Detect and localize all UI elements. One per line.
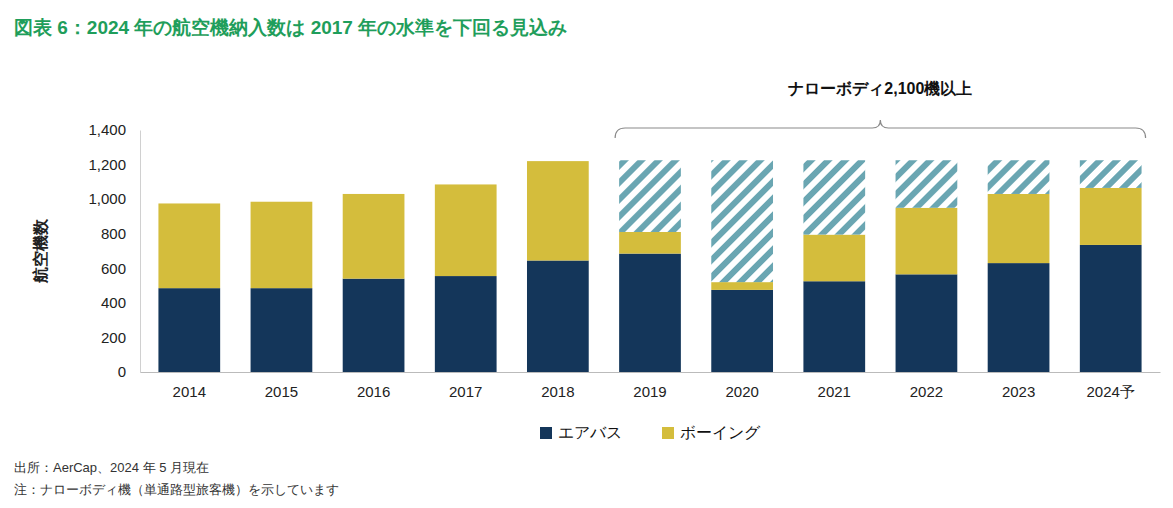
y-tick-label: 1,400 [88,121,126,138]
bar-segment [896,160,958,208]
y-axis-title: 航空機数 [32,218,49,284]
bar-segment [619,160,681,232]
legend: エアバス ボーイング [540,424,761,441]
bar-segment [1080,160,1142,188]
bar-segment [1080,188,1142,245]
x-axis: 2014 2015 2016 2017 2018 2019 2020 2021 2022 2023… [141,373,1161,400]
bar-segment [1080,245,1142,372]
x-tick-label: 2023 [1002,383,1035,400]
bar-segment [251,202,313,288]
x-tick-label: 2024予 [1087,383,1135,400]
y-axis-line [140,131,141,373]
x-tick: 2015 [265,383,298,400]
y-tick-label: 600 [101,260,126,277]
x-tick: 2021 [818,383,851,400]
y-tick: 0 [118,363,140,380]
note: 注：ナローボディ機（単通路型旅客機）を示しています [14,482,339,497]
legend-item: ボーイング [662,424,761,441]
x-tick: 2019 [633,383,666,400]
x-tick-label: 2014 [173,383,206,400]
legend-swatch [662,427,674,439]
x-tick: 2024予 [1087,383,1135,400]
x-tick-label: 2019 [633,383,666,400]
y-tick-label: 800 [101,225,126,242]
y-tick: 200 [101,329,140,346]
chart: 図表 6：2024 年の航空機納入数は 2017 年の水準を下回る見込み 0 200… [0,0,1173,508]
y-tick: 800 [101,225,140,242]
x-tick: 2022 [910,383,943,400]
x-tick: 2020 [725,383,758,400]
bar-segment [527,161,589,260]
y-tick-label: 200 [101,329,126,346]
annotation: ナローボディ2,100機以上 [788,80,972,97]
legend-label: ボーイング [680,424,761,441]
y-tick: 600 [101,260,140,277]
bar-segment [343,194,405,279]
bar-segment [435,184,497,276]
bar-segment [988,160,1050,194]
y-tick-label: 1,000 [88,190,126,207]
title: 図表 6：2024 年の航空機納入数は 2017 年の水準を下回る見込み [14,17,567,38]
x-tick-label: 2021 [818,383,851,400]
x-tick: 2014 [173,383,206,400]
x-tick-label: 2018 [541,383,574,400]
bar-segment [896,274,958,372]
y-tick: 1,000 [88,190,140,207]
bar-segment [988,194,1050,263]
bars [158,160,1141,372]
bar-segment [527,261,589,372]
bar-segment [803,235,865,282]
x-tick-label: 2016 [357,383,390,400]
x-tick-label: 2017 [449,383,482,400]
source: 出所：AerCap、2024 年 5 月現在 [14,460,209,475]
bar-segment [711,160,773,282]
legend-swatch [540,427,552,439]
bar-segment [803,281,865,372]
legend-label: エアバス [558,424,622,441]
y-axis: 0 200 400 600 800 1,000 1,200 1,400 [88,121,140,380]
x-tick: 2017 [449,383,482,400]
y-tick-label: 1,200 [88,156,126,173]
bar-segment [435,276,497,372]
bar-segment [711,282,773,290]
bar-segment [803,160,865,234]
bar-segment [619,232,681,254]
x-tick: 2016 [357,383,390,400]
bar-segment [251,288,313,372]
y-tick-label: 400 [101,294,126,311]
y-tick-label: 0 [118,363,126,380]
bar-segment [158,288,220,372]
legend-item: エアバス [540,424,622,441]
x-tick-label: 2015 [265,383,298,400]
annotation-bracket [615,120,1145,138]
x-tick-label: 2022 [910,383,943,400]
bar-segment [896,208,958,275]
x-tick: 2023 [1002,383,1035,400]
x-tick: 2018 [541,383,574,400]
bar-segment [988,263,1050,372]
bar-segment [158,203,220,288]
x-tick-label: 2020 [725,383,758,400]
bar-segment [711,290,773,372]
y-tick: 1,200 [88,156,140,173]
x-axis-line [141,372,1161,373]
y-tick: 400 [101,294,140,311]
bar-segment [343,279,405,372]
bar-segment [619,254,681,372]
y-tick: 1,400 [88,121,140,138]
